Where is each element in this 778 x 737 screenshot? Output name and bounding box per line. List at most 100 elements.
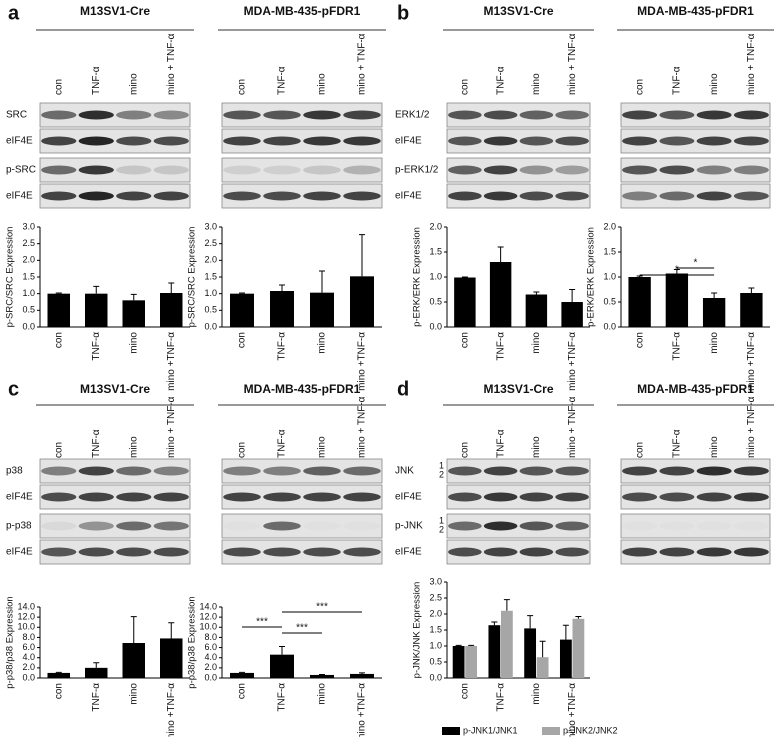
y-tick-label: 2.0 xyxy=(22,255,35,265)
row-label: p-SRC xyxy=(6,165,36,176)
band xyxy=(622,466,658,476)
y-tick-label: 6.0 xyxy=(22,642,35,652)
band xyxy=(343,492,381,502)
panel-letter: b xyxy=(397,2,409,24)
x-tick-label: con xyxy=(237,683,248,699)
band xyxy=(153,466,189,476)
band xyxy=(555,466,589,476)
y-tick-label: 1.5 xyxy=(22,271,35,281)
row-label: p-p38 xyxy=(6,521,32,532)
bar xyxy=(572,618,585,678)
error-bar xyxy=(539,640,546,658)
error-bar xyxy=(533,291,540,295)
subband-label: 1 xyxy=(439,460,444,470)
x-tick-label: mino xyxy=(128,332,139,354)
legend-swatch xyxy=(542,727,560,735)
band xyxy=(622,165,658,175)
lane-label: mino xyxy=(317,436,328,458)
bar xyxy=(500,610,513,678)
y-tick-label: 1.5 xyxy=(429,624,442,634)
bar xyxy=(270,291,294,327)
x-tick-label: mino xyxy=(128,683,139,705)
bar xyxy=(489,262,512,327)
band xyxy=(448,547,482,557)
row-label: p-ERK1/2 xyxy=(395,165,439,176)
band xyxy=(697,522,732,531)
y-axis-title: p-ERK/ERK Expression xyxy=(586,227,597,327)
band xyxy=(343,165,381,175)
band xyxy=(659,110,695,120)
band xyxy=(78,521,114,531)
band xyxy=(622,110,658,120)
band xyxy=(303,522,341,531)
band xyxy=(41,466,77,476)
lane-label: TNF-α xyxy=(495,66,506,95)
x-tick-label: con xyxy=(53,332,64,348)
error-bar xyxy=(279,646,285,655)
band xyxy=(519,165,554,175)
band xyxy=(622,191,658,201)
band xyxy=(263,191,301,201)
band xyxy=(223,136,261,146)
error-bar xyxy=(168,622,175,639)
y-tick-label: 1.0 xyxy=(429,640,442,650)
bar xyxy=(310,292,334,327)
x-tick-label: TNF-α xyxy=(277,332,288,361)
row-label: eIF4E xyxy=(395,492,422,503)
band xyxy=(555,110,589,120)
y-tick-label: 10.0 xyxy=(199,622,217,632)
band xyxy=(483,110,518,120)
band xyxy=(41,136,77,146)
subband-label: 1 xyxy=(439,515,444,525)
band xyxy=(659,522,694,531)
bar xyxy=(47,672,70,678)
lane-label: TNF-α xyxy=(277,429,288,458)
band xyxy=(659,466,695,476)
error-bar xyxy=(527,615,534,629)
error-bar xyxy=(319,270,325,293)
band xyxy=(41,521,77,531)
error-bar xyxy=(569,289,576,302)
error-bar xyxy=(461,276,468,278)
x-tick-label: TNF-α xyxy=(495,683,506,712)
x-tick-label: mino xyxy=(317,332,328,354)
lane-label: TNF-α xyxy=(91,429,102,458)
group-title: MDA-MB-435-pFDR1 xyxy=(244,4,361,18)
error-bar xyxy=(748,287,755,293)
row-label: p-JNK xyxy=(395,521,423,532)
bar xyxy=(488,625,501,678)
band xyxy=(153,547,189,557)
y-tick-label: 2.5 xyxy=(22,238,35,248)
x-tick-label: mino xyxy=(317,683,328,705)
y-axis-title: p-SRC/SRC Expression xyxy=(5,227,16,328)
band xyxy=(519,547,554,557)
significance-label: *** xyxy=(256,617,268,628)
band xyxy=(153,521,189,531)
significance-label: * xyxy=(675,265,679,276)
band xyxy=(555,165,589,175)
y-tick-label: 8.0 xyxy=(204,632,217,642)
y-tick-label: 1.0 xyxy=(22,288,35,298)
band xyxy=(116,110,152,120)
y-tick-label: 1.0 xyxy=(204,288,217,298)
band xyxy=(696,136,732,146)
lane-label: mino xyxy=(317,73,328,95)
band xyxy=(659,547,695,557)
x-tick-label: mino xyxy=(531,683,542,705)
band xyxy=(263,492,301,502)
band xyxy=(519,136,554,146)
band xyxy=(734,522,769,531)
band xyxy=(41,547,77,557)
error-bar xyxy=(130,293,137,301)
significance-label: *** xyxy=(316,602,328,613)
x-tick-label: con xyxy=(53,683,64,699)
band xyxy=(696,165,732,175)
band xyxy=(696,547,732,557)
group-title: M13SV1-Cre xyxy=(80,382,150,396)
band xyxy=(696,466,732,476)
lane-label: mino xyxy=(709,73,720,95)
row-label: ERK1/2 xyxy=(395,110,430,121)
band xyxy=(733,492,769,502)
lane-label: con xyxy=(634,79,645,95)
row-label: p38 xyxy=(6,466,23,477)
